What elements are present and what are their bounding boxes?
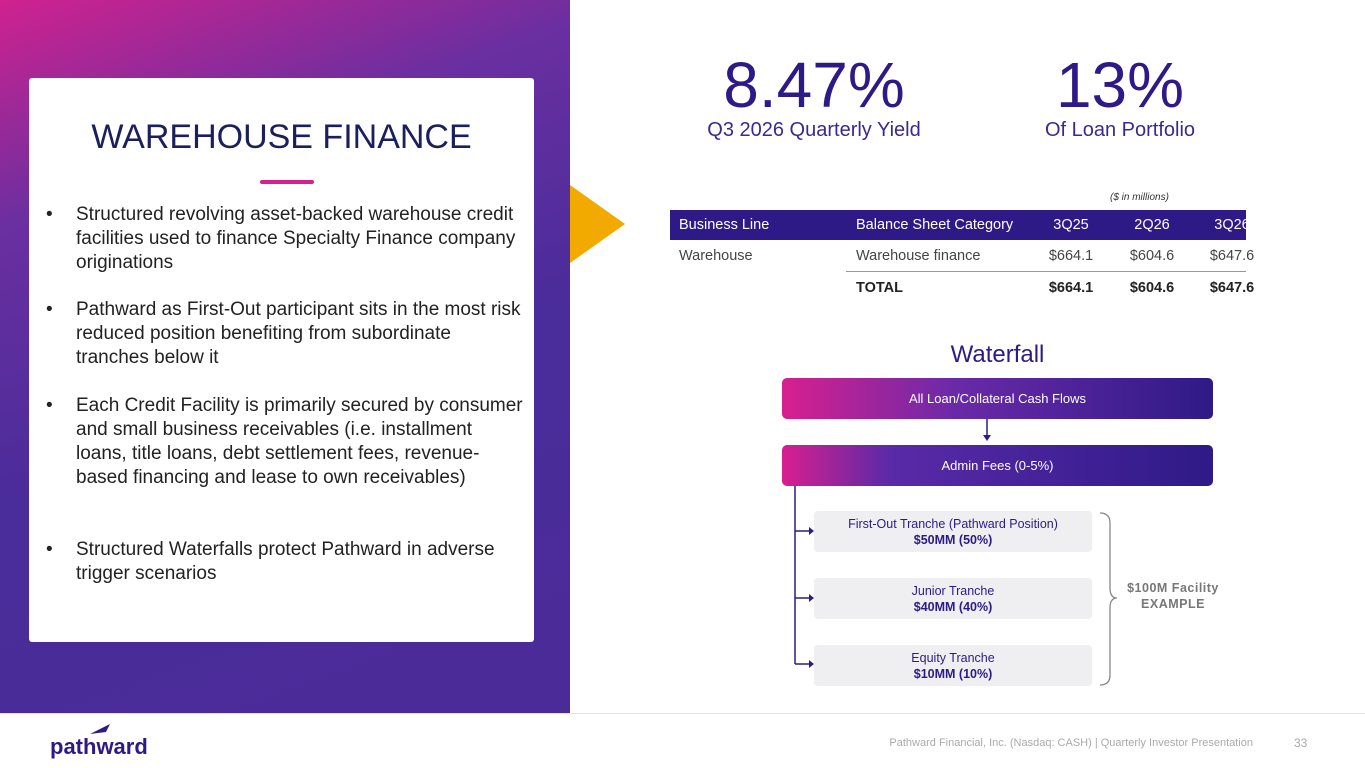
tranche-box: Equity Tranche $10MM (10%): [814, 645, 1092, 686]
table-header: [670, 210, 1246, 240]
tranche-name: Junior Tranche: [911, 584, 995, 598]
table-cell: Business Line: [679, 217, 770, 233]
table-cell: $604.6: [1129, 280, 1175, 296]
facility-note: $100M Facility EXAMPLE: [1120, 580, 1226, 612]
page-number: 33: [1294, 736, 1308, 750]
stat-value: 8.47%: [723, 49, 905, 121]
card: [29, 78, 534, 642]
tranche-amount: $50MM (50%): [913, 533, 993, 547]
facility-line: $100M Facility: [1127, 581, 1219, 595]
bullet: • Each Credit Facility is primarily secur…: [46, 394, 526, 490]
table-note: ($ in millions): [1110, 192, 1169, 203]
flow-box: All Loan/Collateral Cash Flows: [782, 378, 1213, 419]
bullet: • Pathward as First-Out participant sits …: [46, 298, 526, 370]
tranche-amount: $40MM (40%): [913, 600, 993, 614]
bullet-text: Structured revolving asset-backed wareho…: [76, 204, 516, 273]
tranche-box: First-Out Tranche (Pathward Position) $50…: [814, 511, 1092, 552]
bullet-text: Each Credit Facility is primarily secure…: [76, 395, 523, 488]
bullet-dot: •: [46, 299, 53, 320]
bullet-text: Structured Waterfalls protect Pathward i…: [76, 539, 495, 584]
bullet-text: Pathward as First-Out participant sits i…: [76, 299, 521, 368]
table-cell: Balance Sheet Category: [856, 217, 1014, 233]
tranche-box: Junior Tranche $40MM (40%): [814, 578, 1092, 619]
table-cell: $604.6: [1129, 248, 1175, 264]
bullet: • Structured Waterfalls protect Pathward …: [46, 538, 526, 586]
stat-label: Q3 2026 Quarterly Yield: [707, 119, 921, 141]
table-cell: Warehouse finance: [856, 248, 981, 264]
table-cell: $647.6: [1209, 280, 1255, 296]
stat-label: Of Loan Portfolio: [1044, 119, 1196, 141]
slide-title: WAREHOUSE FINANCE: [91, 118, 472, 156]
footer-rule: [0, 713, 1365, 714]
flow-box: Admin Fees (0-5%): [782, 445, 1213, 486]
table-cell: 3Q26: [1214, 217, 1250, 233]
bullet: • Structured revolving asset-backed wareh…: [46, 203, 526, 275]
table-cell: 2Q26: [1134, 217, 1170, 233]
bullet-dot: •: [46, 395, 53, 416]
waterfall-title: Waterfall: [950, 341, 1045, 368]
table-cell: 3Q25: [1053, 217, 1089, 233]
facility-line: EXAMPLE: [1141, 597, 1205, 611]
accent-line: [260, 180, 314, 184]
table-cell: $664.1: [1048, 248, 1094, 264]
logo-mark: [90, 724, 110, 734]
tranche-name: First-Out Tranche (Pathward Position): [848, 517, 1058, 531]
connectors: [794, 419, 1118, 686]
tranche-name: Equity Tranche: [911, 651, 995, 665]
bullet-dot: •: [46, 539, 53, 560]
bullet-dot: •: [46, 204, 53, 225]
footer-text: Pathward Financial, Inc. (Nasdaq: CASH) …: [889, 737, 1253, 749]
table-cell: TOTAL: [856, 280, 903, 296]
table-cell: Warehouse: [679, 248, 753, 264]
stat-value: 13%: [1055, 49, 1185, 121]
arrow: [570, 185, 625, 263]
table-cell: $664.1: [1048, 280, 1094, 296]
logo: pathward: [50, 734, 148, 759]
table-cell: $647.6: [1209, 248, 1255, 264]
table-rule: [846, 271, 1246, 272]
tranche-amount: $10MM (10%): [913, 667, 993, 681]
